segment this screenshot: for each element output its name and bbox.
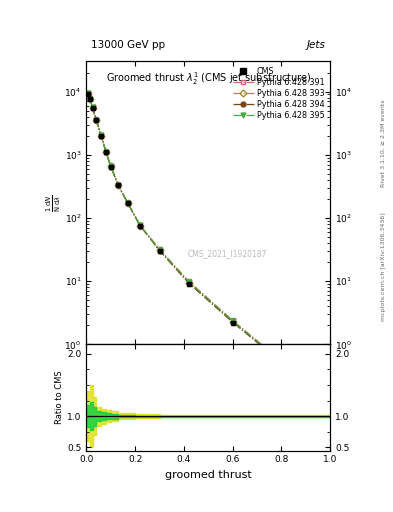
- Pythia 6.428 393: [90, 104, 95, 111]
- Pythia 6.428 391: [88, 95, 92, 101]
- CMS: [108, 163, 113, 169]
- Line: Pythia 6.428 395: Pythia 6.428 395: [85, 91, 332, 399]
- CMS: [88, 96, 92, 102]
- CMS: [138, 223, 142, 229]
- Text: Groomed thrust $\lambda_2^1$ (CMS jet substructure): Groomed thrust $\lambda_2^1$ (CMS jet su…: [106, 70, 311, 87]
- CMS: [99, 133, 103, 139]
- Pythia 6.428 391: [116, 182, 121, 188]
- X-axis label: groomed thrust: groomed thrust: [165, 470, 252, 480]
- CMS: [94, 117, 99, 123]
- Line: Pythia 6.428 393: Pythia 6.428 393: [85, 92, 332, 399]
- Pythia 6.428 393: [230, 318, 235, 325]
- Pythia 6.428 395: [108, 163, 113, 169]
- CMS: [90, 105, 95, 111]
- Line: Pythia 6.428 391: Pythia 6.428 391: [85, 91, 332, 399]
- Pythia 6.428 394: [104, 149, 108, 155]
- Pythia 6.428 391: [157, 246, 162, 252]
- CMS: [328, 393, 332, 399]
- Pythia 6.428 393: [88, 96, 92, 102]
- Pythia 6.428 394: [186, 280, 191, 286]
- Pythia 6.428 394: [88, 96, 92, 102]
- Pythia 6.428 394: [138, 223, 142, 229]
- Pythia 6.428 393: [328, 393, 332, 399]
- Pythia 6.428 395: [138, 222, 142, 228]
- Pythia 6.428 394: [90, 104, 95, 111]
- Pythia 6.428 395: [279, 358, 284, 365]
- Text: CMS_2021_I1920187: CMS_2021_I1920187: [188, 249, 268, 259]
- Pythia 6.428 394: [125, 200, 130, 206]
- Pythia 6.428 394: [94, 117, 99, 123]
- Line: CMS: CMS: [85, 92, 332, 399]
- Pythia 6.428 391: [108, 163, 113, 169]
- Pythia 6.428 395: [328, 393, 332, 399]
- Pythia 6.428 391: [94, 117, 99, 123]
- Pythia 6.428 391: [125, 200, 130, 206]
- Pythia 6.428 391: [328, 393, 332, 399]
- Pythia 6.428 391: [279, 358, 284, 364]
- Pythia 6.428 394: [230, 319, 235, 325]
- CMS: [157, 248, 162, 254]
- Pythia 6.428 391: [85, 90, 90, 96]
- Y-axis label: Ratio to CMS: Ratio to CMS: [55, 371, 64, 424]
- Text: Jets: Jets: [307, 40, 325, 50]
- Line: Pythia 6.428 394: Pythia 6.428 394: [85, 92, 332, 399]
- Text: 13000 GeV pp: 13000 GeV pp: [91, 40, 165, 50]
- Pythia 6.428 395: [99, 132, 103, 138]
- Pythia 6.428 391: [230, 317, 235, 324]
- Pythia 6.428 391: [138, 222, 142, 228]
- Pythia 6.428 394: [85, 91, 90, 97]
- Pythia 6.428 394: [108, 163, 113, 169]
- Pythia 6.428 391: [99, 132, 103, 138]
- Pythia 6.428 391: [90, 104, 95, 110]
- Pythia 6.428 393: [99, 133, 103, 139]
- Text: Rivet 3.1.10, ≥ 2.3M events: Rivet 3.1.10, ≥ 2.3M events: [381, 99, 386, 187]
- Pythia 6.428 395: [90, 104, 95, 111]
- Pythia 6.428 393: [104, 149, 108, 155]
- Pythia 6.428 391: [186, 278, 191, 284]
- Pythia 6.428 393: [116, 182, 121, 188]
- CMS: [104, 149, 108, 155]
- CMS: [116, 182, 121, 188]
- Text: mcplots.cern.ch [arXiv:1306.3436]: mcplots.cern.ch [arXiv:1306.3436]: [381, 212, 386, 321]
- Y-axis label: $\frac{1}{\mathrm{N}}\frac{\mathrm{d}N}{\mathrm{d}\lambda}$: $\frac{1}{\mathrm{N}}\frac{\mathrm{d}N}{…: [45, 194, 63, 212]
- Pythia 6.428 394: [279, 359, 284, 366]
- Pythia 6.428 395: [94, 117, 99, 123]
- Pythia 6.428 395: [230, 318, 235, 324]
- Pythia 6.428 395: [186, 279, 191, 285]
- Pythia 6.428 393: [94, 117, 99, 123]
- Pythia 6.428 393: [138, 223, 142, 229]
- Pythia 6.428 395: [125, 200, 130, 206]
- Pythia 6.428 394: [328, 393, 332, 399]
- Pythia 6.428 393: [279, 359, 284, 365]
- CMS: [125, 200, 130, 206]
- Pythia 6.428 393: [157, 247, 162, 253]
- Pythia 6.428 393: [85, 91, 90, 97]
- CMS: [230, 319, 235, 326]
- CMS: [186, 281, 191, 287]
- Pythia 6.428 395: [88, 96, 92, 102]
- Pythia 6.428 393: [125, 200, 130, 206]
- Pythia 6.428 394: [157, 247, 162, 253]
- Pythia 6.428 393: [108, 163, 113, 169]
- CMS: [279, 360, 284, 367]
- Pythia 6.428 395: [104, 149, 108, 155]
- CMS: [85, 92, 90, 98]
- Pythia 6.428 395: [85, 90, 90, 96]
- Pythia 6.428 391: [104, 148, 108, 155]
- Pythia 6.428 395: [157, 247, 162, 253]
- Legend: CMS, Pythia 6.428 391, Pythia 6.428 393, Pythia 6.428 394, Pythia 6.428 395: CMS, Pythia 6.428 391, Pythia 6.428 393,…: [232, 66, 326, 122]
- Pythia 6.428 394: [116, 182, 121, 188]
- Pythia 6.428 394: [99, 133, 103, 139]
- Pythia 6.428 395: [116, 182, 121, 188]
- Pythia 6.428 393: [186, 280, 191, 286]
